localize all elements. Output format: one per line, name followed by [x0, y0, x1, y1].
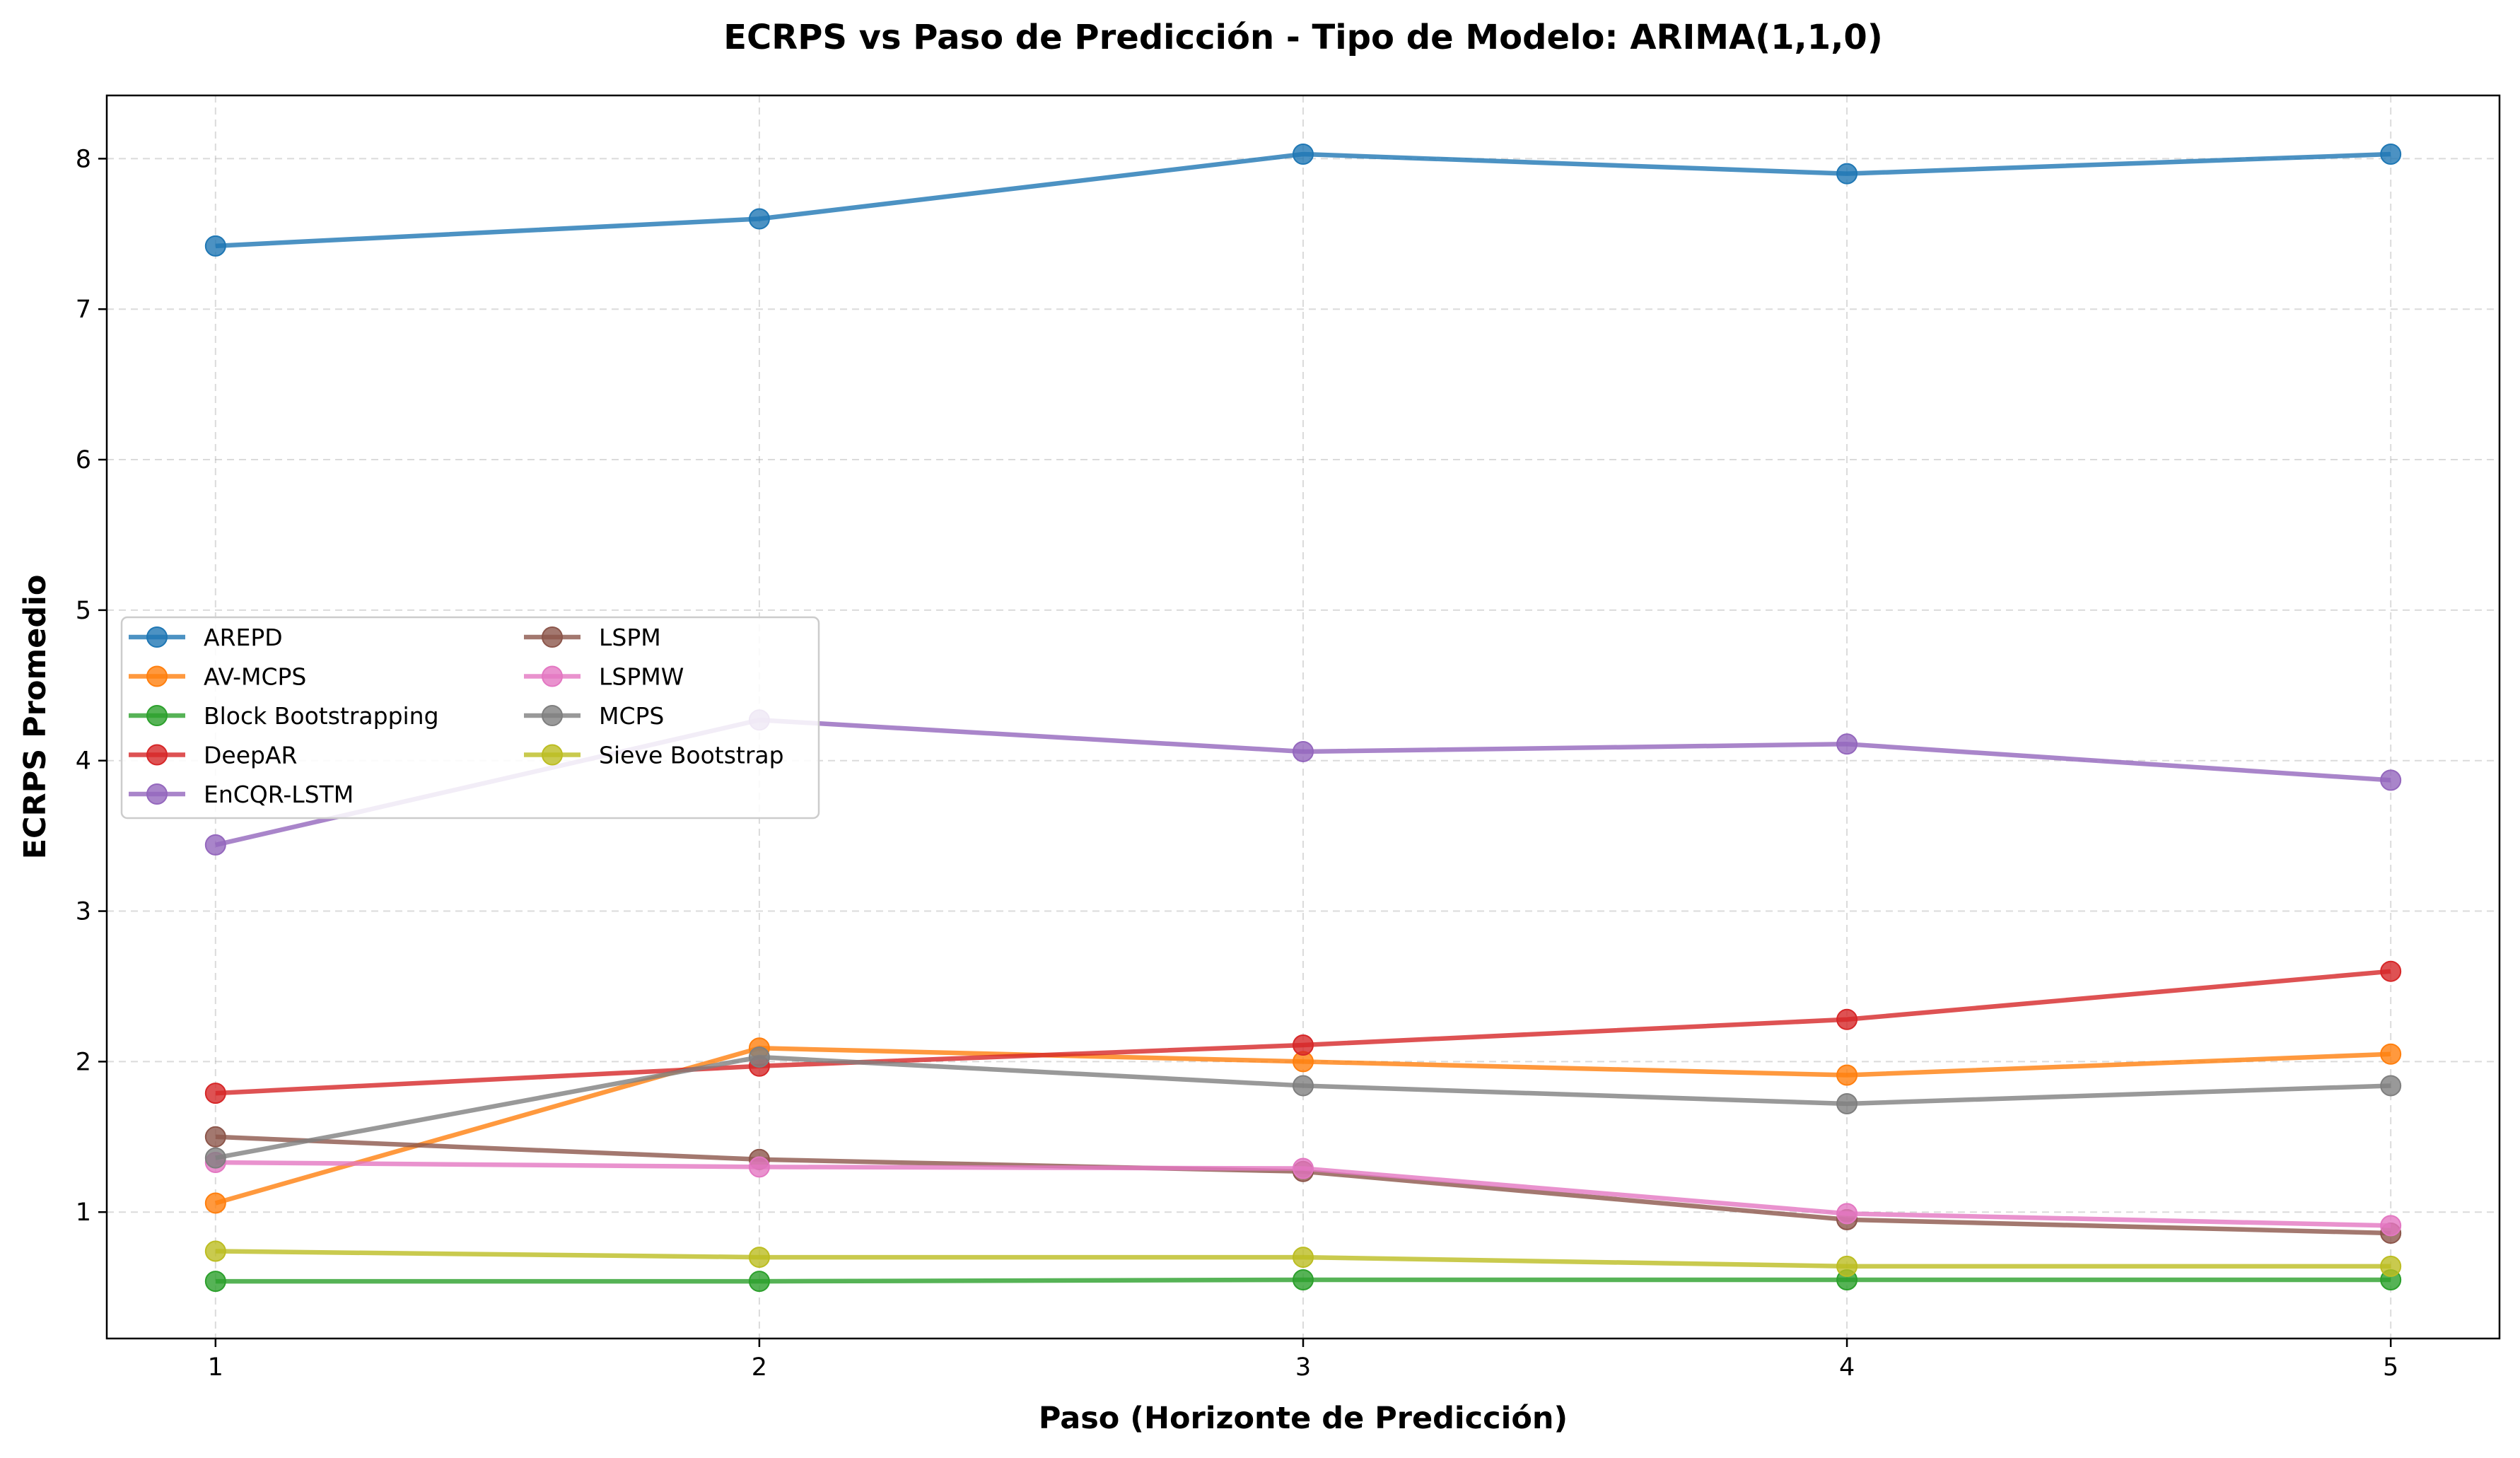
y-tick-label: 6	[76, 446, 91, 474]
y-tick-label: 7	[76, 296, 91, 324]
legend-item: LSPM	[524, 624, 661, 651]
x-tick-label: 4	[1839, 1353, 1855, 1382]
legend-swatch-marker	[146, 626, 168, 648]
data-point	[204, 1126, 226, 1148]
data-point	[204, 834, 226, 856]
data-point	[1293, 1157, 1314, 1179]
data-point	[748, 1247, 770, 1269]
data-point	[2380, 1043, 2402, 1065]
data-point	[2380, 1215, 2402, 1237]
data-point	[1836, 733, 1858, 755]
data-point	[2380, 769, 2402, 791]
legend-label: Sieve Bootstrap	[599, 742, 784, 769]
legend-label: EnCQR-LSTM	[204, 781, 354, 808]
data-point	[204, 1271, 226, 1293]
legend-label: DeepAR	[204, 742, 297, 769]
data-point	[204, 1147, 226, 1169]
legend-swatch-marker	[146, 665, 168, 687]
chart-title: ECRPS vs Paso de Predicción - Tipo de Mo…	[723, 18, 1883, 57]
data-point	[204, 1240, 226, 1262]
x-tick-label: 5	[2383, 1353, 2398, 1382]
legend-swatch-marker	[542, 705, 563, 726]
data-point	[748, 1046, 770, 1068]
y-tick-label: 8	[76, 145, 91, 173]
data-point	[1293, 1034, 1314, 1056]
data-point	[1293, 1269, 1314, 1290]
data-point	[2380, 1075, 2402, 1097]
x-axis-label: Paso (Horizonte de Predicción)	[1039, 1401, 1568, 1436]
legend-item: AV-MCPS	[129, 663, 306, 691]
data-point	[2380, 960, 2402, 982]
legend-item: EnCQR-LSTM	[129, 781, 354, 808]
data-point	[204, 235, 226, 257]
data-point	[1293, 1247, 1314, 1269]
legend-swatch-marker	[146, 783, 168, 805]
legend-item: Sieve Bootstrap	[524, 742, 784, 769]
data-point	[1836, 1203, 1858, 1225]
series-block-bootstrapping	[204, 1269, 2402, 1293]
series-mcps	[204, 1046, 2402, 1169]
legend-item: AREPD	[129, 624, 283, 651]
legend-label: AREPD	[204, 624, 283, 651]
data-point	[1836, 1255, 1858, 1277]
legend-label: MCPS	[599, 702, 664, 730]
y-axis-label: ECRPS Promedio	[18, 575, 53, 860]
y-tick-label: 4	[76, 747, 91, 776]
series-sieve-bootstrap	[204, 1240, 2402, 1277]
legend-label: LSPM	[599, 624, 661, 651]
y-tick-label: 3	[76, 898, 91, 926]
x-tick-label: 1	[208, 1353, 223, 1382]
legend-label: LSPMW	[599, 663, 684, 691]
data-point	[1836, 163, 1858, 185]
data-point	[204, 1083, 226, 1104]
y-axis-ticks: 1 2 3 4 5 6 7 8	[76, 145, 107, 1227]
legend-swatch-marker	[542, 665, 563, 687]
legend-item: Block Bootstrapping	[129, 702, 439, 730]
data-point	[2380, 1255, 2402, 1277]
legend-label: Block Bootstrapping	[204, 702, 439, 730]
legend-swatch-marker	[146, 705, 168, 726]
legend-item: DeepAR	[129, 742, 297, 769]
series-group	[204, 144, 2402, 1293]
data-point	[1293, 740, 1314, 762]
data-point	[748, 1271, 770, 1293]
data-point	[204, 1192, 226, 1214]
x-tick-label: 2	[752, 1353, 767, 1382]
data-point	[1293, 1075, 1314, 1097]
x-tick-label: 3	[1295, 1353, 1311, 1382]
data-point	[748, 1156, 770, 1178]
data-point	[1836, 1092, 1858, 1114]
y-tick-label: 2	[76, 1048, 91, 1076]
data-point	[1293, 144, 1314, 165]
legend: AREPD AV-MCPS Block Bootstrapping DeepAR EnC…	[120, 616, 820, 820]
legend-box	[120, 616, 820, 820]
legend-swatch-marker	[542, 744, 563, 766]
data-point	[1836, 1008, 1858, 1030]
data-point	[1836, 1064, 1858, 1086]
legend-item: MCPS	[524, 702, 664, 730]
legend-item: LSPMW	[524, 663, 684, 691]
legend-swatch-marker	[542, 626, 563, 648]
data-point	[2380, 144, 2402, 165]
data-point	[748, 208, 770, 230]
y-tick-label: 1	[76, 1199, 91, 1227]
series-av-mcps	[204, 1037, 2402, 1214]
legend-swatch-marker	[146, 744, 168, 766]
y-tick-label: 5	[76, 597, 91, 625]
series-arepd	[204, 144, 2402, 257]
legend-label: AV-MCPS	[204, 663, 306, 691]
x-axis-ticks: 1 2 3 4 5	[208, 1339, 2398, 1382]
